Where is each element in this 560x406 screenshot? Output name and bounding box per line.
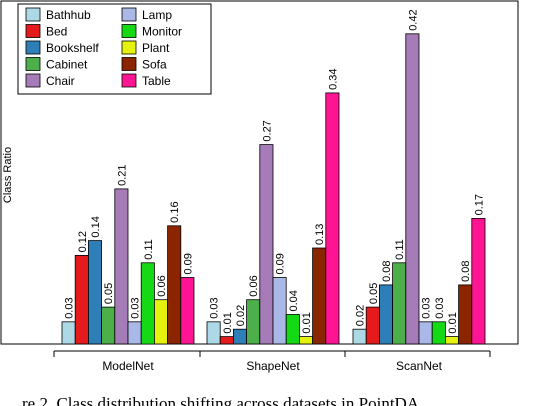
bar-label-modelnet-bookshelf: 0.14 — [90, 216, 102, 237]
bar-modelnet-plant — [153, 299, 168, 345]
bar-label-modelnet-chair: 0.21 — [116, 164, 128, 185]
legend-label-monitor: Monitor — [142, 25, 182, 39]
bar-modelnet-table — [180, 277, 195, 345]
bar-modelnet-lamp — [127, 321, 142, 345]
bar-modelnet-bathhub — [61, 321, 76, 345]
bar-label-modelnet-lamp: 0.03 — [130, 297, 142, 318]
legend-box — [17, 3, 212, 95]
bar-shapenet-bookshelf — [232, 328, 247, 345]
bar-modelnet-chair — [114, 188, 129, 345]
legend-swatch-table — [121, 73, 137, 88]
bar-label-shapenet-monitor: 0.04 — [288, 290, 300, 311]
bar-modelnet-bed — [74, 254, 89, 345]
bar-label-scannet-cabinet: 0.11 — [394, 239, 406, 260]
bar-label-shapenet-bookshelf: 0.02 — [235, 305, 247, 326]
bar-label-shapenet-bathhub: 0.03 — [209, 297, 221, 318]
bar-scannet-cabinet — [392, 262, 407, 345]
bar-label-scannet-bathhub: 0.02 — [355, 305, 367, 326]
bar-shapenet-lamp — [272, 277, 287, 345]
bar-label-modelnet-sofa: 0.16 — [169, 201, 181, 222]
bar-chart: 0.03 0.120.14 0.05 0.21 0.03 0.11 0.06 0.16 0.09… — [0, 0, 519, 373]
bar-label-shapenet-sofa: 0.13 — [314, 224, 326, 245]
legend-swatch-cabinet — [25, 57, 41, 71]
bar-label-modelnet-cabinet: 0.05 — [103, 283, 115, 304]
bar-label-shapenet-chair: 0.27 — [261, 120, 273, 141]
bar-shapenet-cabinet — [246, 299, 261, 345]
bar-scannet-bathhub — [352, 328, 367, 345]
bar-label-modelnet-table: 0.09 — [182, 253, 194, 274]
bar-label-scannet-table: 0.17 — [473, 194, 485, 215]
legend-label-chair: Chair — [46, 74, 75, 88]
legend-swatch-monitor — [121, 24, 137, 38]
bar-shapenet-bed — [219, 336, 234, 345]
legend: Bathhub Bed Bookshelf Cabinet Chair Lamp Monit… — [17, 3, 212, 95]
bar-shapenet-bathhub — [206, 321, 221, 345]
bar-label-scannet-lamp: 0.03 — [421, 297, 433, 318]
bar-label-scannet-chair: 0.42 — [407, 9, 419, 30]
legend-label-lamp: Lamp — [142, 8, 172, 22]
bar-value-labels: 0.03 0.120.14 0.05 0.21 0.03 0.11 0.06 0.16 0.09… — [64, 9, 486, 333]
bar-label-modelnet-plant: 0.06 — [156, 275, 168, 296]
category-label-modelnet: ModelNet — [102, 359, 154, 373]
bar-label-shapenet-table: 0.34 — [327, 68, 339, 89]
bar-modelnet-bookshelf — [88, 240, 103, 345]
bar-label-modelnet-bed: 0.12 — [77, 231, 89, 252]
figure-caption: re 2. Class distribution shifting across… — [0, 388, 560, 406]
legend-label-bookshelf: Bookshelf — [46, 41, 99, 55]
category-label-scannet: ScanNet — [396, 359, 443, 373]
bar-scannet-chair — [405, 33, 420, 345]
bar-scannet-plant — [444, 336, 459, 345]
legend-label-table: Table — [142, 74, 171, 88]
bar-shapenet-chair — [259, 144, 274, 345]
bar-modelnet-monitor — [140, 262, 155, 345]
legend-label-bed: Bed — [46, 25, 67, 39]
bar-label-scannet-plant: 0.01 — [447, 312, 459, 333]
legend-swatch-plant — [121, 40, 137, 55]
bar-scannet-bookshelf — [378, 284, 393, 345]
legend-swatch-bookshelf — [25, 40, 41, 55]
legend-swatch-lamp — [121, 7, 137, 22]
bar-scannet-lamp — [418, 321, 433, 345]
legend-label-bathhub: Bathhub — [46, 8, 91, 22]
bars — [61, 33, 486, 345]
bar-label-scannet-bed: 0.05 — [368, 283, 380, 304]
bar-label-shapenet-bed: 0.01 — [222, 312, 234, 333]
bar-label-scannet-monitor: 0.03 — [434, 297, 446, 318]
bar-label-modelnet-bathhub: 0.03 — [64, 297, 76, 318]
bar-shapenet-monitor — [285, 314, 300, 345]
bar-label-scannet-sofa: 0.08 — [460, 260, 472, 281]
figure-caption-text: re 2. Class distribution shifting across… — [22, 394, 420, 406]
bar-scannet-monitor — [431, 321, 446, 345]
legend-label-sofa: Sofa — [142, 58, 167, 72]
bar-modelnet-cabinet — [101, 306, 116, 345]
category-labels: ModelNet ShapeNet ScanNet — [102, 359, 442, 373]
bar-scannet-sofa — [458, 284, 473, 345]
bar-label-modelnet-monitor: 0.11 — [143, 239, 155, 260]
bar-modelnet-sofa — [167, 225, 182, 345]
legend-label-plant: Plant — [142, 41, 170, 55]
bar-shapenet-sofa — [312, 247, 327, 345]
bar-scannet-bed — [365, 306, 380, 345]
y-axis-label: Class Ratio — [2, 147, 14, 203]
legend-swatch-sofa — [121, 57, 137, 71]
legend-swatch-chair — [25, 73, 41, 88]
category-label-shapenet: ShapeNet — [246, 359, 300, 373]
bar-label-shapenet-plant: 0.01 — [301, 312, 313, 333]
bar-scannet-table — [471, 217, 486, 345]
bar-label-shapenet-cabinet: 0.06 — [248, 275, 260, 296]
legend-swatch-bathhub — [25, 7, 41, 22]
legend-swatch-bed — [25, 24, 41, 38]
bar-shapenet-plant — [298, 336, 313, 345]
bar-shapenet-table — [325, 92, 340, 345]
legend-label-cabinet: Cabinet — [46, 58, 88, 72]
bar-label-scannet-bookshelf: 0.08 — [381, 260, 393, 281]
bar-label-shapenet-lamp: 0.09 — [275, 253, 287, 274]
